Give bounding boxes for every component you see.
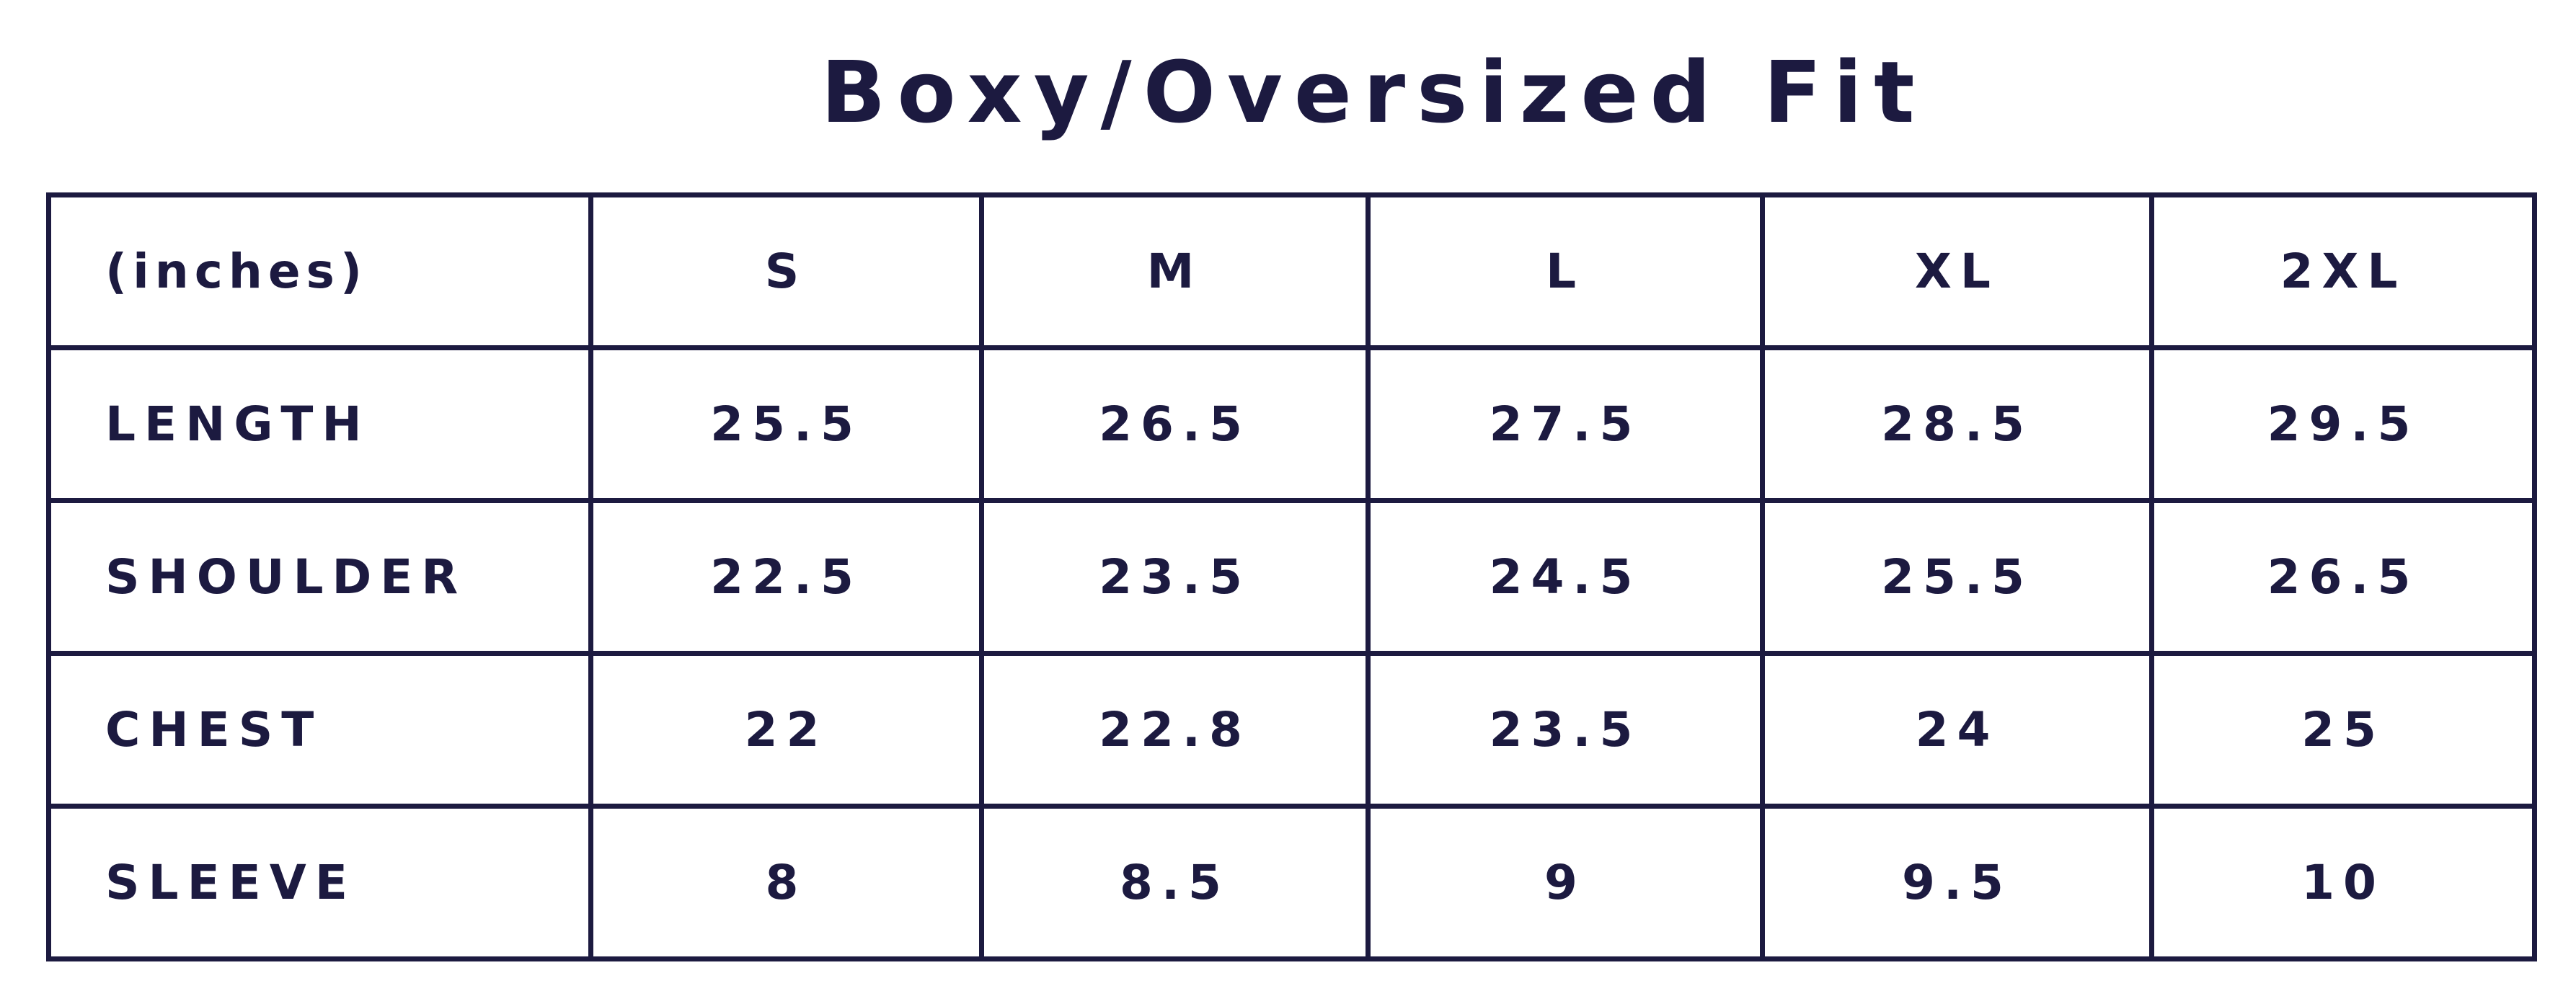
size-header: S [588, 192, 984, 350]
measure-value: 25 [2149, 651, 2537, 809]
data-row: LENGTH 25.5 26.5 27.5 28.5 29.5 [46, 345, 2537, 503]
measure-value: 22 [588, 651, 984, 809]
measure-value: 23.5 [979, 498, 1371, 656]
size-header: L [1366, 192, 1765, 350]
measure-value: 9.5 [1760, 804, 2154, 961]
measure-value: 22.5 [588, 498, 984, 656]
unit-label: (inches) [46, 192, 593, 350]
measure-value: 25.5 [588, 345, 984, 503]
header-row: (inches) S M L XL 2XL [46, 192, 2537, 350]
size-table: (inches) S M L XL 2XL LENGTH 25.5 26.5 27.5 28.5 29… [46, 192, 2537, 961]
measure-value: 29.5 [2149, 345, 2537, 503]
data-row: CHEST 22 22.8 23.5 24 25 [46, 651, 2537, 809]
measure-label: CHEST [46, 651, 593, 809]
measure-value: 28.5 [1760, 345, 2154, 503]
measure-value: 25.5 [1760, 498, 2154, 656]
measure-value: 22.8 [979, 651, 1371, 809]
data-row: SHOULDER 22.5 23.5 24.5 25.5 26.5 [46, 498, 2537, 656]
measure-value: 24 [1760, 651, 2154, 809]
measure-label: SLEEVE [46, 804, 593, 961]
measure-label: SHOULDER [46, 498, 593, 656]
size-header: 2XL [2149, 192, 2537, 350]
size-header: M [979, 192, 1371, 350]
measure-value: 8.5 [979, 804, 1371, 961]
title: Boxy/Oversized Fit [820, 43, 1926, 142]
table-body: (inches) S M L XL 2XL LENGTH 25.5 26.5 27.5 28.5 29… [46, 192, 2537, 961]
measure-value: 24.5 [1366, 498, 1765, 656]
measure-value: 10 [2149, 804, 2537, 961]
measure-value: 27.5 [1366, 345, 1765, 503]
data-row: SLEEVE 8 8.5 9 9.5 10 [46, 804, 2537, 961]
measure-value: 26.5 [2149, 498, 2537, 656]
measure-label: LENGTH [46, 345, 593, 503]
measure-value: 23.5 [1366, 651, 1765, 809]
measure-value: 9 [1366, 804, 1765, 961]
size-header: XL [1760, 192, 2154, 350]
measure-value: 26.5 [979, 345, 1371, 503]
measure-value: 8 [588, 804, 984, 961]
